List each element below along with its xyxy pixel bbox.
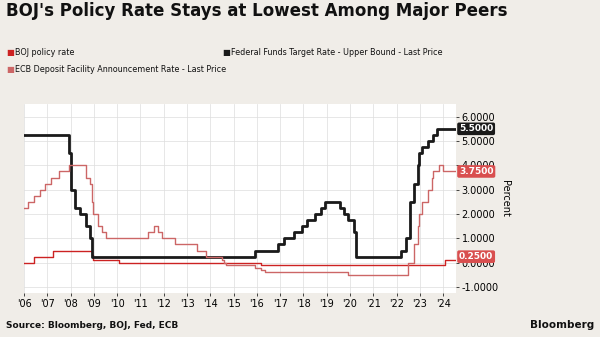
Text: 5.5000: 5.5000 <box>459 124 493 133</box>
Text: ■: ■ <box>6 48 14 57</box>
Text: BOJ's Policy Rate Stays at Lowest Among Major Peers: BOJ's Policy Rate Stays at Lowest Among … <box>6 2 508 20</box>
Text: ECB Deposit Facility Announcement Rate - Last Price: ECB Deposit Facility Announcement Rate -… <box>15 65 226 73</box>
Text: ■: ■ <box>222 48 230 57</box>
Text: ■: ■ <box>6 65 14 73</box>
Text: Source: Bloomberg, BOJ, Fed, ECB: Source: Bloomberg, BOJ, Fed, ECB <box>6 321 178 330</box>
Y-axis label: Percent: Percent <box>500 180 510 217</box>
Text: 3.7500: 3.7500 <box>459 167 493 176</box>
Text: 0.2500: 0.2500 <box>459 252 493 261</box>
Text: BOJ policy rate: BOJ policy rate <box>15 48 74 57</box>
Text: Bloomberg: Bloomberg <box>530 320 594 330</box>
Text: Federal Funds Target Rate - Upper Bound - Last Price: Federal Funds Target Rate - Upper Bound … <box>231 48 443 57</box>
